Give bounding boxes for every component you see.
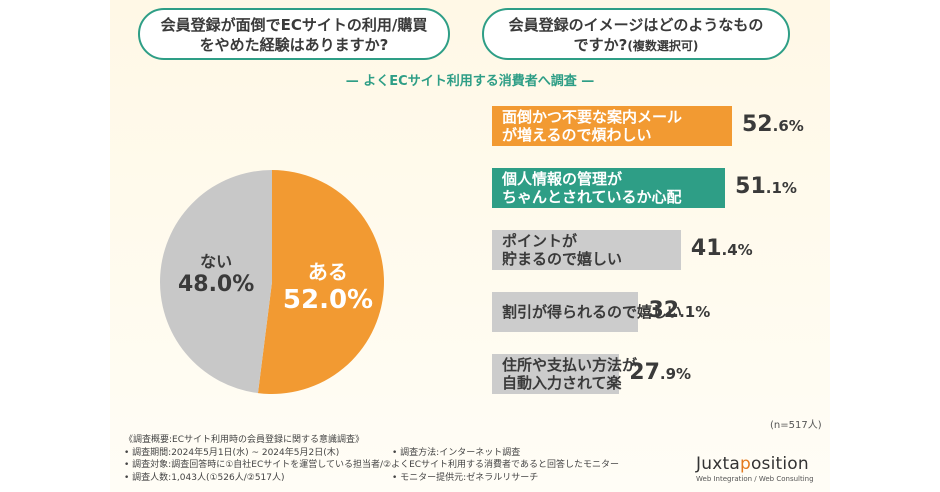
bar-value-4: 32.1%: [648, 298, 711, 323]
bar-value-2: 51.1%: [735, 174, 797, 199]
bar-label-line: ポイントが: [502, 232, 578, 250]
bar-label-4: 割引が得られるので嬉しい: [502, 303, 682, 321]
bar-label-line: 貯まるので嬉しい: [502, 250, 623, 268]
question-2-text: 会員登録のイメージはどのようなものですか?: [508, 16, 764, 54]
pie-slice-nai: [159, 170, 272, 394]
bar-1: [492, 106, 732, 146]
pie-slice-label-0: ある: [307, 259, 348, 284]
bar-label-5: 住所や支払い方法が 自動入力されて楽: [502, 356, 637, 392]
bar-label-3: ポイントが 貯まるので嬉しい: [502, 232, 622, 268]
subtitle: — よくECサイト利用する消費者へ調査 —: [345, 74, 595, 89]
question-1-text: 会員登録が面倒でECサイトの利用/購買をやめた経験はありますか?: [160, 16, 428, 54]
logo-tagline: Web Integration / Web Consulting: [696, 475, 814, 483]
pie-chart: [159, 170, 384, 394]
survey-target: • 調査対象:調査回答時に①自社ECサイトを運営している担当者/②よくECサイト…: [124, 460, 619, 470]
bar-3: [492, 230, 681, 270]
pie-label-nai: ない 48.0%: [171, 248, 261, 297]
bar-label-line: 面倒かつ不要な案内メール: [502, 108, 683, 126]
bar-label-1: 面倒かつ不要な案内メール が増えるので煩わしい: [502, 108, 682, 144]
bar-label-line: 割引が得られるので嬉しい: [502, 303, 683, 321]
bar-5: [492, 354, 620, 394]
company-logo: Juxtaposition Web Integration / Web Cons…: [696, 454, 814, 483]
bar-label-line: 個人情報の管理が: [502, 170, 623, 188]
bar-value-5: 27.9%: [629, 360, 692, 385]
sample-size-note: (n=517人): [770, 420, 822, 431]
bar-label-line: が増えるので煩わしい: [502, 126, 652, 144]
pie-slice-label-1: ない: [200, 252, 233, 272]
pie-slice-value-1: 48.0%: [177, 272, 255, 298]
logo-text-post: osition: [750, 454, 809, 474]
question-2-bubble: 会員登録のイメージはどのようなものですか?(複数選択可): [482, 8, 790, 60]
bar-value-3: 41.4%: [690, 236, 753, 261]
bar-4: [492, 292, 639, 332]
bar-2: [492, 168, 726, 208]
survey-period: • 調査期間:2024年5月1日(水) ~ 2024年5月2日(木): [124, 447, 340, 458]
survey-summary: 《調査概要:ECサイト利用時の会員登録に関する意識調査》 • 調査期間:2024…: [124, 434, 664, 484]
logo-text-accent: p: [739, 454, 751, 474]
pie-slice-aru: [257, 170, 384, 394]
survey-title: 《調査概要:ECサイト利用時の会員登録に関する意識調査》: [124, 435, 365, 445]
bar-label-line: 自動入力されて楽: [502, 374, 622, 392]
question-2-note: (複数選択可): [627, 39, 699, 53]
pie-label-aru: ある 52.0%: [283, 256, 373, 315]
survey-count: • 調査人数:1,043人(①526人/②517人): [124, 472, 285, 483]
survey-provider: • モニター提供元:ゼネラルリサーチ: [392, 472, 539, 483]
question-1-bubble: 会員登録が面倒でECサイトの利用/購買をやめた経験はありますか?: [138, 8, 450, 60]
survey-method: • 調査方法:インターネット調査: [392, 447, 521, 458]
bar-label-line: 住所や支払い方法が: [502, 356, 638, 374]
bar-label-2: 個人情報の管理が ちゃんとされているか心配: [502, 170, 682, 206]
bar-label-line: ちゃんとされているか心配: [502, 188, 682, 206]
pie-slice-value-0: 52.0%: [282, 284, 374, 315]
infographic: 会員登録が面倒でECサイトの利用/購買をやめた経験はありますか? 会員登録のイメ…: [110, 0, 830, 492]
logo-text-pre: Juxta: [696, 454, 740, 474]
bar-value-1: 52.6%: [742, 112, 804, 137]
